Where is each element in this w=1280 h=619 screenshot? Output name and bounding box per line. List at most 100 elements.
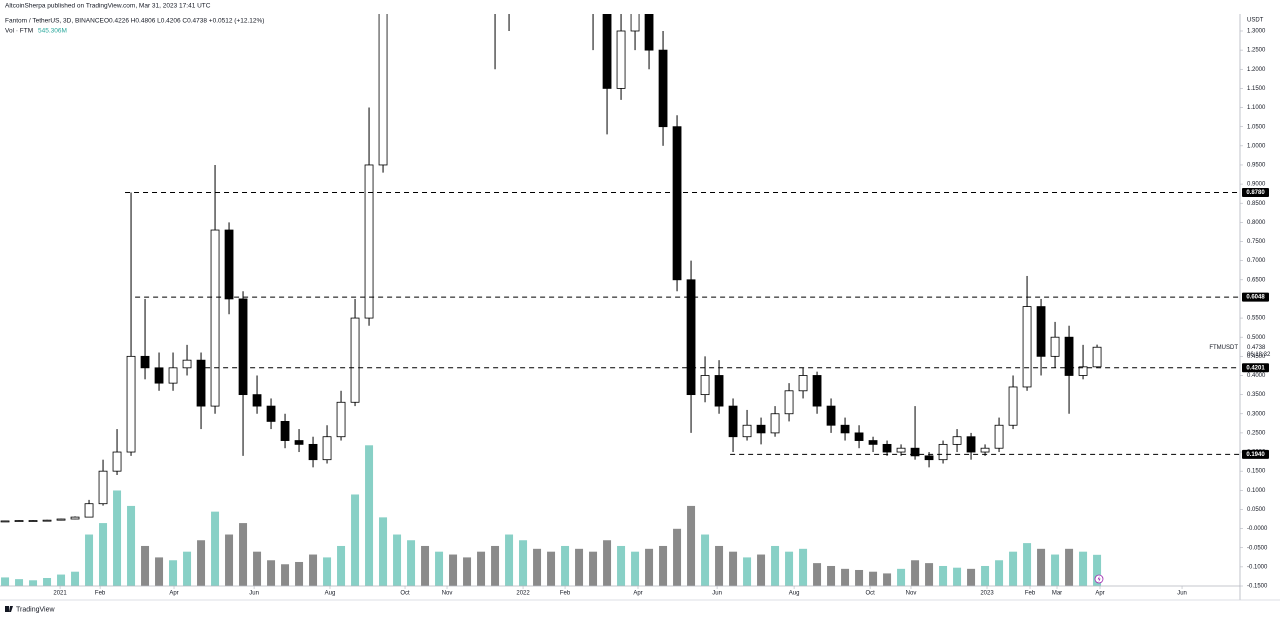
volume-bar — [295, 561, 304, 586]
volume-bar — [421, 545, 430, 586]
volume-bar — [477, 551, 486, 586]
candle-body — [266, 405, 276, 422]
volume-bar — [99, 523, 108, 586]
candle-body — [784, 390, 794, 415]
lightning-icon — [1094, 574, 1104, 584]
candle-body — [938, 443, 948, 461]
volume-value: 545.306M — [38, 28, 67, 35]
candle-body — [1064, 336, 1074, 376]
y-tick-label: 0.4500 — [1247, 354, 1266, 360]
axis-unit: USDT — [1247, 18, 1264, 24]
volume-bar — [953, 567, 962, 586]
candle-body — [1022, 306, 1032, 388]
candle-body — [28, 520, 38, 522]
volume-bar — [1051, 554, 1060, 586]
volume-bar — [1037, 548, 1046, 586]
candle-body — [70, 516, 80, 520]
volume-bar — [925, 563, 934, 586]
y-tick-label: -0.0000 — [1247, 526, 1268, 532]
plot-area — [0, 14, 1240, 586]
volume-bar — [659, 545, 668, 586]
volume-bar — [197, 540, 206, 586]
x-tick-label: 2021 — [53, 591, 67, 597]
x-tick-label: 2023 — [980, 591, 994, 597]
x-tick-label: Oct — [865, 591, 875, 597]
x-tick-label: Jun — [712, 591, 722, 597]
footer-brand: TradingView — [16, 606, 55, 613]
candle-body — [630, 14, 640, 32]
y-tick-label: 0.4000 — [1247, 373, 1266, 379]
level-label-box — [1242, 188, 1269, 198]
y-tick-label: 0.9500 — [1247, 163, 1266, 169]
volume-bar — [617, 545, 626, 586]
volume-bar — [757, 554, 766, 586]
volume-bar — [1065, 548, 1074, 586]
y-tick-label: 1.0500 — [1247, 124, 1266, 130]
symbol-line: Fantom / TetherUS, 3D, BINANCE — [5, 18, 105, 25]
volume-bar — [533, 548, 542, 586]
volume-bar — [407, 540, 416, 586]
ohlc-line: O0.4226 H0.4806 L0.4206 C0.4738 +0.0512 … — [104, 18, 264, 25]
candle-body — [154, 367, 164, 384]
last-price-label: 0.4738 — [1247, 345, 1266, 351]
candle-body — [126, 355, 136, 453]
x-tick-label: Nov — [906, 591, 917, 597]
volume-bar — [883, 573, 892, 586]
x-tick-label: Aug — [325, 591, 336, 597]
level-label: 0.4201 — [1246, 365, 1265, 371]
candle-body — [112, 451, 122, 472]
volume-bar — [575, 548, 584, 586]
volume-bar — [57, 574, 66, 586]
candle-body — [980, 447, 990, 453]
candle-body — [658, 49, 668, 128]
axes: 1.3000 1.2500 1.2000 1.1500 1.1000 1.0500 1.00… — [53, 29, 1271, 597]
volume-bar — [701, 534, 710, 586]
candle-body — [602, 14, 612, 89]
x-tick-label: Feb — [95, 591, 106, 597]
y-tick-label: 0.1000 — [1247, 488, 1266, 494]
y-tick-label: 0.1500 — [1247, 469, 1266, 475]
candle-body — [378, 14, 388, 166]
level-label: 0.8780 — [1246, 190, 1265, 196]
y-tick-label: 0.3000 — [1247, 411, 1266, 417]
level-label: 0.1940 — [1246, 452, 1265, 458]
y-tick-label: 0.7500 — [1247, 239, 1266, 245]
y-tick-label: 0.3500 — [1247, 392, 1266, 398]
volume-bar — [491, 545, 500, 586]
volume-bar — [547, 551, 556, 586]
volume-bar — [519, 540, 528, 586]
volume-bar — [645, 548, 654, 586]
candle-body — [868, 440, 878, 445]
volume-bar — [1, 577, 10, 586]
y-tick-label: 0.8500 — [1247, 201, 1266, 207]
volume-bar — [897, 568, 906, 586]
volume-bar — [841, 568, 850, 586]
volume-bar — [561, 545, 570, 586]
level-label-box — [1242, 449, 1269, 459]
candle-body — [882, 443, 892, 453]
candle-body — [0, 520, 10, 523]
volume-bar — [393, 534, 402, 586]
y-tick-label: 1.3000 — [1247, 29, 1266, 35]
level-label-box — [1242, 363, 1269, 373]
candle-body — [798, 375, 808, 392]
y-tick-label: 0.5500 — [1247, 316, 1266, 322]
candle-body — [336, 401, 346, 438]
candle-body — [770, 413, 780, 434]
candle-body — [182, 359, 192, 369]
x-tick-label: Oct — [400, 591, 410, 597]
candle-body — [924, 455, 934, 461]
level-label: 0.6048 — [1246, 295, 1265, 301]
y-tick-label: 0.5000 — [1247, 335, 1266, 341]
candle-body — [350, 317, 360, 403]
volume-bar — [379, 517, 388, 586]
x-tick-label: Aug — [789, 591, 800, 597]
x-tick-label: Feb — [560, 591, 571, 597]
volume-bar — [113, 490, 122, 586]
volume-bar — [169, 560, 178, 586]
candle-body — [644, 14, 654, 51]
volume-bar — [1079, 551, 1088, 586]
volume-bar — [1023, 543, 1032, 586]
